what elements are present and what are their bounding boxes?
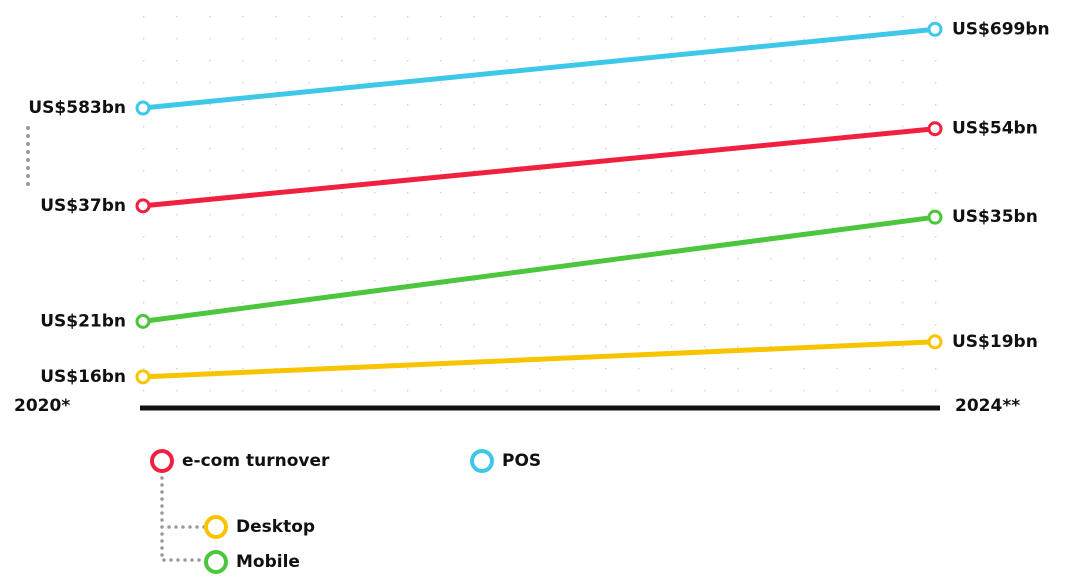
point — [927, 209, 943, 225]
legend-label: Desktop — [236, 517, 315, 537]
x-label: 2020* — [14, 396, 70, 416]
series-line — [142, 26, 936, 111]
value-label: US$37bn — [40, 196, 126, 216]
value-label: US$35bn — [952, 207, 1038, 227]
series-line — [142, 214, 936, 324]
series-line — [142, 126, 936, 209]
legend-marker — [204, 550, 228, 574]
value-label: US$54bn — [952, 119, 1038, 139]
value-label: US$19bn — [952, 332, 1038, 352]
point — [927, 334, 943, 350]
point — [927, 21, 943, 37]
legend-label: POS — [502, 451, 541, 471]
dot-grid — [135, 10, 945, 400]
legend-marker — [204, 515, 228, 539]
series-line — [142, 339, 936, 380]
legend-label: e-com turnover — [182, 451, 330, 471]
value-label: US$21bn — [40, 311, 126, 331]
legend-connector — [160, 476, 208, 562]
legend-label: Mobile — [236, 552, 300, 572]
point — [135, 369, 151, 385]
point — [135, 313, 151, 329]
point — [927, 121, 943, 137]
value-label: US$699bn — [952, 19, 1050, 39]
point — [135, 100, 151, 116]
value-label: US$16bn — [40, 367, 126, 387]
value-label: US$583bn — [28, 98, 126, 118]
legend-marker — [470, 449, 494, 473]
legend: POS e-com turnover Mobile Desktop — [150, 449, 541, 574]
legend-marker — [150, 449, 174, 473]
x-label: 2024** — [955, 396, 1020, 416]
point — [135, 198, 151, 214]
